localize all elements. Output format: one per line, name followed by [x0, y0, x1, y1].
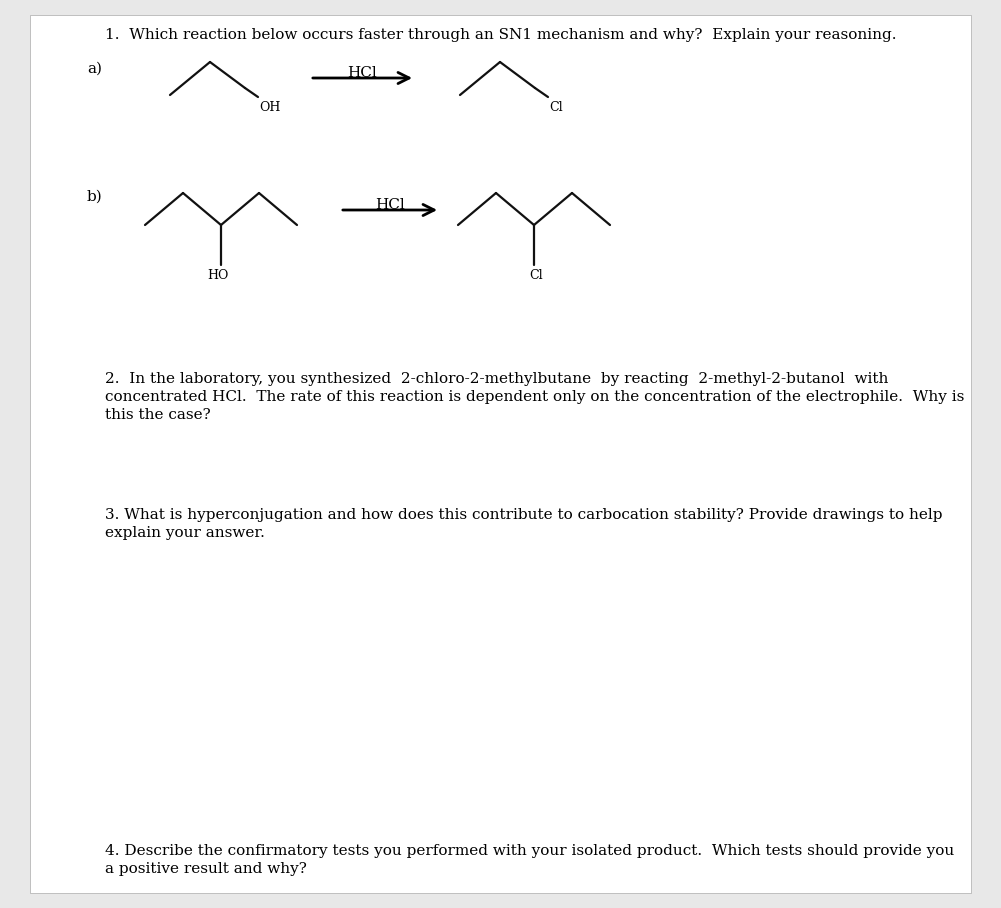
Text: this the case?: this the case?: [105, 408, 211, 422]
Text: 4. Describe the confirmatory tests you performed with your isolated product.  Wh: 4. Describe the confirmatory tests you p…: [105, 844, 954, 858]
Text: a positive result and why?: a positive result and why?: [105, 862, 307, 876]
Text: 1.  Which reaction below occurs faster through an SN1 mechanism and why?  Explai: 1. Which reaction below occurs faster th…: [105, 28, 897, 42]
Text: explain your answer.: explain your answer.: [105, 526, 265, 540]
Text: OH: OH: [259, 101, 280, 114]
Text: 2.  In the laboratory, you synthesized  2-chloro-2-methylbutane  by reacting  2-: 2. In the laboratory, you synthesized 2-…: [105, 372, 888, 386]
Text: 3. What is hyperconjugation and how does this contribute to carbocation stabilit: 3. What is hyperconjugation and how does…: [105, 508, 943, 522]
Text: a): a): [87, 62, 102, 76]
Text: HCl: HCl: [375, 198, 404, 212]
Text: Cl: Cl: [529, 269, 543, 282]
Text: b): b): [87, 190, 103, 204]
Text: HCl: HCl: [347, 66, 377, 80]
Text: HO: HO: [207, 269, 228, 282]
Text: Cl: Cl: [549, 101, 563, 114]
Text: concentrated HCl.  The rate of this reaction is dependent only on the concentrat: concentrated HCl. The rate of this react…: [105, 390, 964, 404]
